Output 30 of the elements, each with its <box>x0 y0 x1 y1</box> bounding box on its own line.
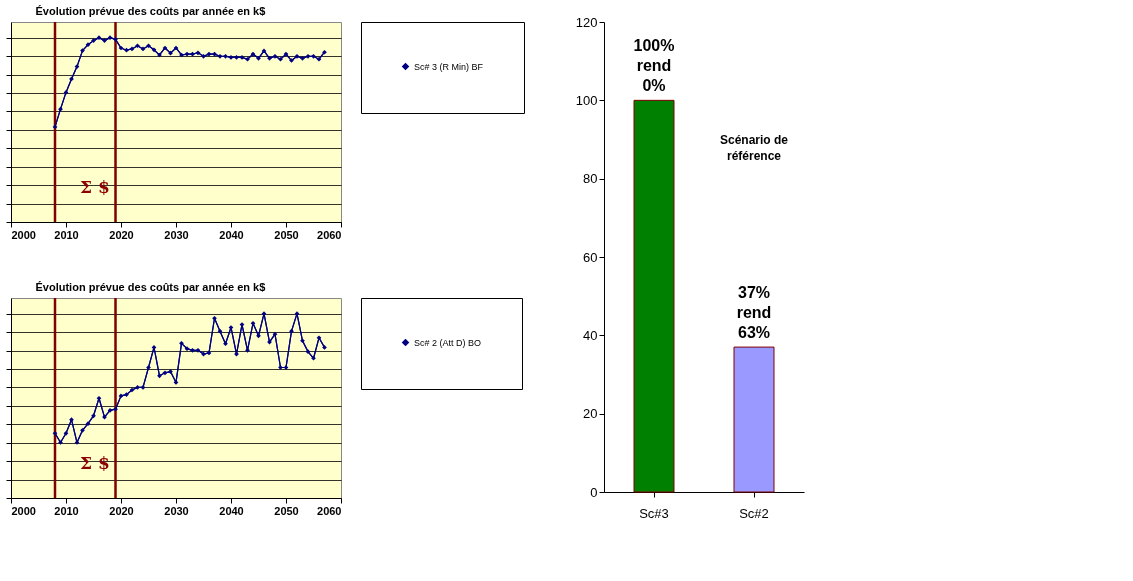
x-tick-label: Sc#3 <box>639 505 669 521</box>
x-tick-label: 2060 <box>317 228 342 241</box>
x-tick-label: 2000 <box>11 504 36 517</box>
chart-title: Évolution prévue des coûts par année en k$ <box>35 280 266 293</box>
x-tick-label: 2060 <box>317 504 342 517</box>
legend-label: Sc# 3 (R Min) BF <box>414 61 484 72</box>
x-tick-label: 2050 <box>274 228 299 241</box>
annotation: 37% rend 63% <box>736 284 772 342</box>
annotation: Scénario de référence <box>719 133 789 163</box>
x-tick-label: Sc#2 <box>739 505 769 521</box>
x-tick-label: 2020 <box>109 504 134 517</box>
annotation: 100% rend 0% <box>633 37 675 95</box>
x-tick-label: 2050 <box>274 504 299 517</box>
x-tick-label: 2030 <box>164 228 189 241</box>
chart-title: Évolution prévue des coûts par année en k$ <box>35 4 266 17</box>
y-tick-label: 80 <box>583 171 598 187</box>
x-tick-label: 2020 <box>109 228 134 241</box>
legend-label: Sc# 2 (Att D) BO <box>414 337 482 348</box>
y-tick-label: 100 <box>575 92 598 108</box>
x-tick-label: 2010 <box>54 228 79 241</box>
y-tick-label: 120 <box>575 14 598 30</box>
x-tick-label: 2030 <box>164 504 189 517</box>
y-tick-label: 40 <box>583 327 598 343</box>
y-tick-label: 20 <box>583 406 598 422</box>
y-tick-label: 60 <box>583 249 598 265</box>
x-tick-label: 2040 <box>219 504 244 517</box>
x-tick-label: 2040 <box>219 228 244 241</box>
x-tick-label: 2000 <box>11 228 36 241</box>
x-tick-label: 2010 <box>54 504 79 517</box>
y-tick-label: 0 <box>590 484 598 500</box>
